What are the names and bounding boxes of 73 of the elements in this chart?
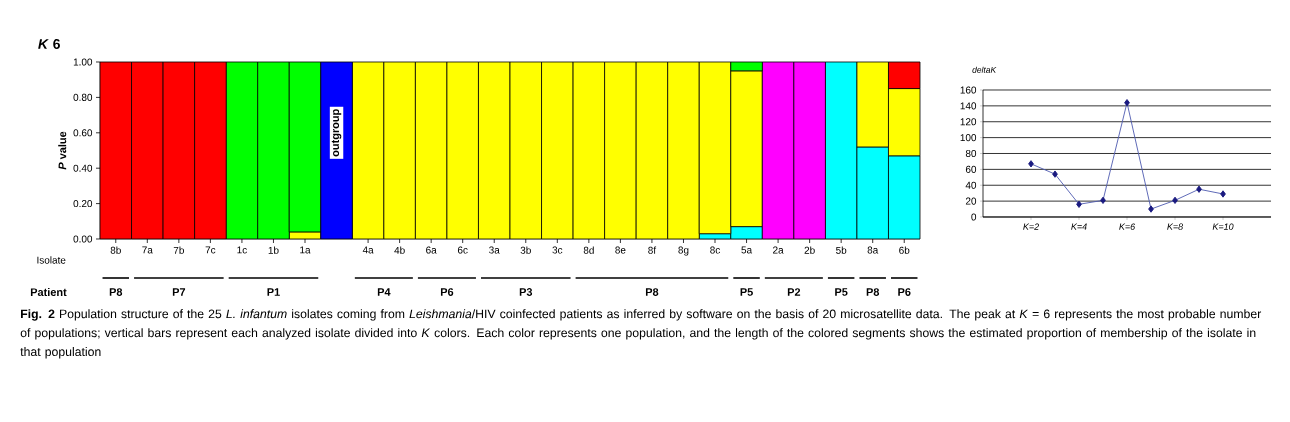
y-tick-label: 40 <box>965 181 977 189</box>
x-tick-label: 8g <box>678 246 689 256</box>
y-tick-label: 0.60 <box>73 129 93 137</box>
x-tick-label: 3b <box>520 246 531 254</box>
text: P6 <box>440 288 454 296</box>
point <box>1076 200 1082 208</box>
y-tick-label: 0.40 <box>73 164 93 172</box>
x-tick-label: K=4 <box>1071 223 1087 230</box>
x-tick-label: 1b <box>268 246 279 254</box>
y-tick-label: 0.80 <box>73 93 93 101</box>
point <box>1196 185 1202 193</box>
text: P2 <box>787 288 801 296</box>
y-tick-label: 1.00 <box>73 58 93 66</box>
text: P8 <box>109 288 123 296</box>
x-tick-label: K=8 <box>1167 223 1184 230</box>
point <box>1052 170 1058 178</box>
x-tick-label: 8e <box>615 246 626 254</box>
text: P8 <box>866 288 880 296</box>
x-tick-label: 4b <box>394 246 405 254</box>
text: P6 <box>898 288 911 296</box>
x-axis-title: Isolate <box>37 256 66 264</box>
y-tick-label: 0.00 <box>73 235 93 243</box>
text: P5 <box>835 288 848 296</box>
y-tick-label: 0.20 <box>73 200 93 208</box>
y-tick-label: 100 <box>960 134 977 142</box>
point <box>1100 196 1106 204</box>
x-tick-label: 7b <box>173 246 184 254</box>
text: P1 <box>267 288 280 296</box>
x-tick-label: K=2 <box>1023 223 1039 230</box>
x-tick-label: 2a <box>773 246 784 254</box>
x-tick-label: 7c <box>205 246 216 254</box>
x-tick-label: 8d <box>583 246 594 254</box>
point <box>1172 196 1178 204</box>
x-tick-label: 1a <box>300 246 311 254</box>
chart-title: deltaK <box>972 66 997 73</box>
x-tick-label: 7a <box>142 246 153 254</box>
text: Fig. 2 Population structure of the 25 L. infantum isolates coming from Leishmania/HIV coinfected patients as inferred by software on the basis of 20 microsatellite data. The peak at K = 6 represents the most probable number of populations; vertical bars represent each analyzed isolate divided into K colors. Each color represents one population, and the length of the colored segments shows the estimated proportion of membership of the isolate in that population <box>20 309 1262 359</box>
text: Patient <box>30 287 67 297</box>
x-tick-label: 6c <box>457 246 468 254</box>
y-tick-label: 80 <box>965 149 977 158</box>
x-tick-label: 8b <box>110 246 121 254</box>
y-tick-label: 20 <box>965 197 977 205</box>
point <box>1220 190 1226 198</box>
x-tick-label: K=10 <box>1212 223 1234 230</box>
y-tick-label: 60 <box>965 165 977 173</box>
point <box>1028 160 1034 168</box>
y-tick-label: 160 <box>960 86 977 94</box>
y-tick-label: 140 <box>960 102 977 110</box>
x-tick-label: outgroup <box>331 109 342 157</box>
point <box>1124 99 1130 107</box>
x-tick-label: 5a <box>741 246 753 254</box>
x-tick-label: 3a <box>489 246 500 254</box>
y-axis-title: P value <box>58 131 67 170</box>
text: P7 <box>172 288 186 296</box>
x-tick-label: 5b <box>836 246 847 254</box>
x-tick-label: 6a <box>426 246 437 254</box>
x-tick-label: 6b <box>899 246 910 254</box>
x-tick-label: 8f <box>648 246 657 254</box>
chart-title: K 6 <box>38 39 60 49</box>
x-tick-label: 8c <box>710 246 720 254</box>
x-tick-label: 8a <box>867 246 879 254</box>
text: P3 <box>519 288 533 296</box>
x-tick-label: 1c <box>237 246 247 254</box>
x-tick-label: 2b <box>804 246 815 254</box>
x-tick-label: 3c <box>552 246 563 254</box>
text: P8 <box>645 288 659 296</box>
text: P4 <box>377 288 391 296</box>
text: P5 <box>740 288 753 296</box>
x-tick-label: K=6 <box>1119 223 1136 230</box>
y-tick-label: 120 <box>960 118 977 126</box>
x-tick-label: 4a <box>362 246 374 254</box>
y-tick-label: 0 <box>971 213 977 221</box>
point <box>1148 205 1154 213</box>
